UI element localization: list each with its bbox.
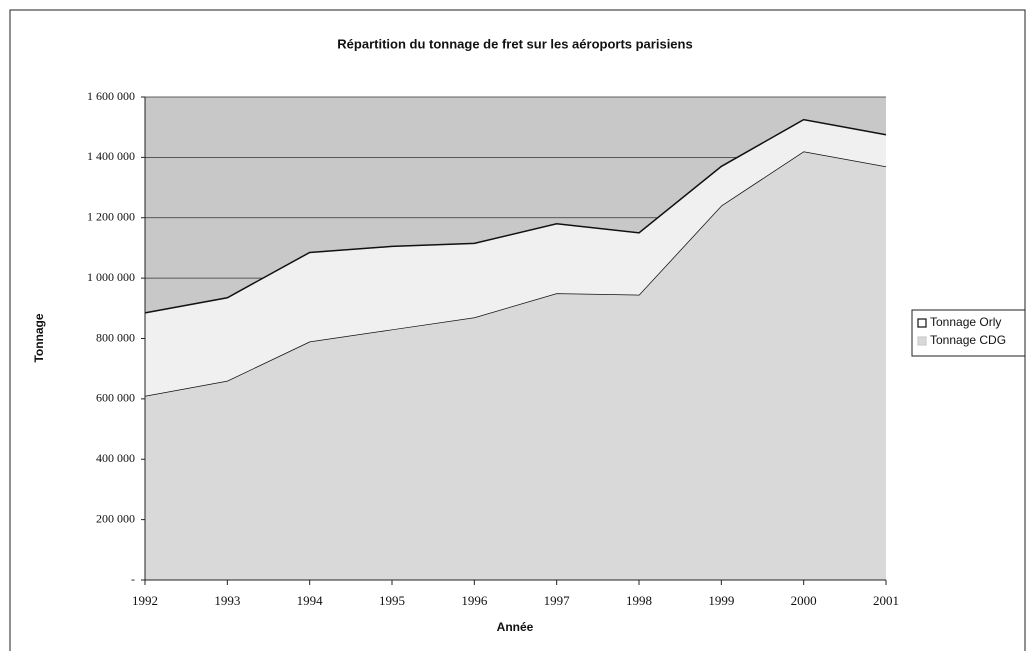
y-axis-label: Tonnage	[32, 313, 46, 362]
y-tick-label: 1 400 000	[87, 149, 135, 163]
area-outline	[144, 118, 887, 314]
y-tick-label: 1 200 000	[87, 210, 135, 224]
x-tick-label: 2001	[873, 593, 899, 608]
x-tick-label: 1998	[626, 593, 652, 608]
area	[145, 119, 886, 396]
legend-swatch	[917, 336, 927, 346]
x-tick-label: 1993	[214, 593, 240, 608]
y-tick-label: 600 000	[96, 391, 135, 405]
y-tick-label: 1 000 000	[87, 270, 135, 284]
x-tick-label: 1995	[379, 593, 405, 608]
x-tick-label: 1992	[132, 593, 158, 608]
y-tick-label: 400 000	[96, 451, 135, 465]
y-tick-label: 200 000	[96, 511, 135, 525]
x-tick-label: 1994	[297, 593, 324, 608]
legend-box	[911, 309, 1026, 357]
y-tick-label: -	[131, 572, 135, 586]
x-tick-label: 1997	[544, 593, 571, 608]
area	[145, 151, 886, 580]
chart-title: Répartition du tonnage de fret sur les a…	[337, 36, 692, 51]
x-tick-label: 1996	[461, 593, 488, 608]
y-tick-label: 1 600 000	[87, 89, 135, 103]
legend-label: Tonnage CDG	[930, 333, 1006, 347]
x-tick-label: 2000	[791, 593, 817, 608]
y-tick-label: 800 000	[96, 330, 135, 344]
x-tick-label: 1999	[708, 593, 734, 608]
legend-swatch	[917, 318, 927, 328]
legend-label: Tonnage Orly	[930, 315, 1001, 329]
x-axis-label: Année	[497, 620, 534, 634]
